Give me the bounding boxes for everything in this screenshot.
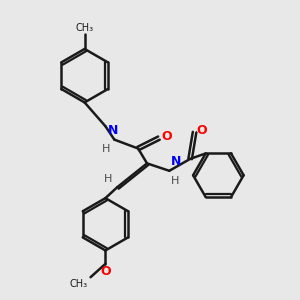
Text: N: N: [108, 124, 118, 137]
Text: O: O: [161, 130, 172, 143]
Text: CH₃: CH₃: [76, 22, 94, 33]
Text: O: O: [100, 265, 111, 278]
Text: CH₃: CH₃: [70, 279, 88, 289]
Text: H: H: [104, 174, 112, 184]
Text: H: H: [102, 144, 110, 154]
Text: N: N: [171, 155, 181, 168]
Text: O: O: [197, 124, 207, 137]
Text: H: H: [170, 176, 179, 186]
